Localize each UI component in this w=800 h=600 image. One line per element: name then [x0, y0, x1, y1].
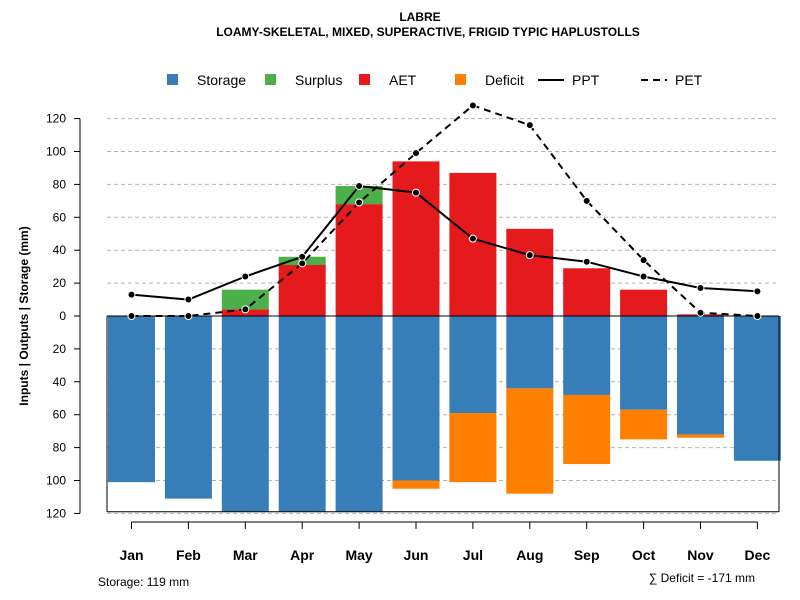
aet-legend-swatch	[359, 74, 370, 85]
y-tick-label: 80	[53, 441, 67, 455]
chart-title: LABRE	[399, 10, 440, 24]
storage-bar	[506, 316, 554, 389]
pet-point	[753, 312, 762, 320]
ppt-point	[525, 251, 534, 260]
x-tick-label-sep: Sep	[574, 547, 600, 563]
deficit-bar	[506, 388, 554, 494]
pet-point	[241, 305, 250, 314]
y-tick-label: 40	[53, 243, 67, 257]
y-tick-label: 20	[53, 276, 67, 290]
plot-frame	[106, 315, 780, 513]
storage-bar	[733, 316, 781, 461]
x-tick-label-nov: Nov	[687, 547, 714, 563]
y-tick-label: 120	[46, 112, 66, 126]
bars	[108, 161, 781, 512]
aet-bar	[278, 265, 326, 316]
y-tick-label: 80	[53, 177, 67, 191]
pet-point	[412, 149, 420, 158]
chart-subtitle: LOAMY-SKELETAL, MIXED, SUPERACTIVE, FRIG…	[216, 25, 640, 39]
ppt-point	[639, 272, 648, 281]
storage-bar	[108, 316, 155, 483]
x-tick-label-dec: Dec	[745, 547, 771, 563]
pet-point	[184, 312, 193, 320]
ppt-legend-label: PPT	[572, 72, 600, 88]
x-tick-label-jan: Jan	[119, 547, 143, 563]
ppt-point	[753, 287, 762, 296]
x-tick-label-apr: Apr	[290, 547, 315, 563]
ppt-point	[355, 182, 364, 191]
deficit-bar	[392, 480, 440, 489]
ppt-point	[696, 284, 705, 293]
y-tick-label: 120	[46, 506, 66, 520]
aet-bar	[620, 289, 668, 316]
storage-bar	[449, 316, 497, 414]
x-tick-label-jul: Jul	[463, 547, 483, 563]
y-tick-label: 0	[59, 309, 66, 323]
storage-bar	[677, 316, 724, 435]
ppt-point	[241, 272, 250, 281]
legend: Storage Surplus AET Deficit PPT PET	[167, 72, 703, 88]
surplus-legend-label: Surplus	[295, 72, 342, 88]
aet-bar	[392, 161, 440, 316]
x-tick-label-mar: Mar	[233, 547, 258, 563]
x-tick-label-oct: Oct	[632, 547, 656, 563]
pet-point	[582, 196, 591, 205]
x-tick-label-may: May	[345, 547, 372, 563]
y-tick-label: 100	[46, 145, 66, 159]
y-tick-label: 20	[53, 342, 67, 356]
x-axis: Jan Feb Mar Apr May Jun Jul Aug Sep Oct Nov Dec	[119, 521, 771, 563]
ppt-point	[468, 234, 477, 243]
y-axis: 120 100 80 60 40 20 0 20 40 60 80 100 120	[46, 112, 81, 520]
pet-point	[127, 312, 136, 320]
aet-bar	[335, 204, 383, 316]
storage-bar	[392, 316, 440, 481]
storage-legend-swatch	[167, 74, 178, 85]
ppt-point	[127, 290, 136, 299]
deficit-bar	[677, 434, 724, 438]
y-tick-label: 60	[53, 210, 67, 224]
y-tick-label: 40	[53, 375, 67, 389]
pet-point	[639, 256, 648, 265]
deficit-bar	[563, 394, 611, 465]
x-tick-label-aug: Aug	[516, 547, 543, 563]
aet-bar	[506, 228, 554, 316]
pet-point	[468, 101, 477, 110]
deficit-legend-swatch	[455, 74, 466, 85]
ppt-point	[298, 252, 307, 261]
surplus-legend-swatch	[265, 74, 276, 85]
x-tick-label-feb: Feb	[176, 547, 201, 563]
x-tick-label-jun: Jun	[404, 547, 429, 563]
y-tick-label: 60	[53, 408, 67, 422]
pet-legend-label: PET	[675, 72, 703, 88]
aet-bar	[449, 172, 497, 316]
pet-point	[525, 121, 534, 130]
ppt-line	[131, 184, 758, 301]
gridlines	[107, 118, 779, 514]
ppt-point	[582, 257, 591, 266]
storage-bar	[335, 316, 383, 512]
pet-point	[298, 259, 307, 268]
ppt-point	[412, 188, 420, 197]
deficit-note: ∑ Deficit = -171 mm	[649, 571, 755, 585]
storage-bar	[620, 316, 668, 410]
deficit-bar	[449, 413, 497, 483]
storage-bar	[164, 316, 212, 499]
aet-legend-label: AET	[389, 72, 417, 88]
deficit-bar	[620, 409, 668, 440]
storage-note: Storage: 119 mm	[98, 575, 189, 589]
y-tick-label: 100	[46, 474, 66, 488]
aet-bar	[563, 268, 611, 316]
series-lines	[127, 101, 762, 320]
storage-bar	[221, 316, 269, 512]
storage-legend-label: Storage	[197, 72, 246, 88]
pet-point	[696, 308, 705, 317]
storage-bar	[278, 316, 326, 512]
y-axis-label: Inputs | Outputs | Storage (mm)	[17, 226, 31, 405]
deficit-legend-label: Deficit	[485, 72, 524, 88]
pet-point	[355, 198, 364, 207]
storage-bar	[563, 316, 611, 395]
surplus-bar	[221, 289, 269, 310]
ppt-point	[184, 295, 193, 304]
